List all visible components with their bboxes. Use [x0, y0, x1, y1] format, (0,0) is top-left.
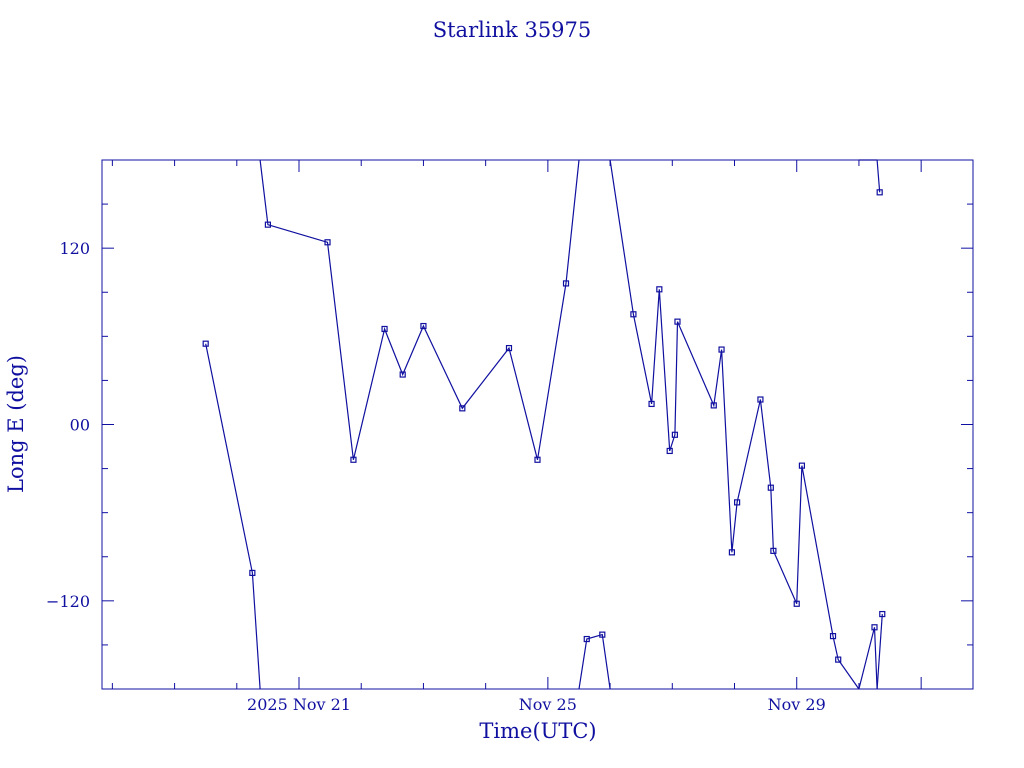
data-point — [876, 189, 883, 196]
y-tick-label: 120 — [59, 239, 90, 258]
data-point — [562, 280, 570, 287]
series-line — [259, 159, 580, 460]
series-line — [578, 633, 611, 690]
data-point — [770, 547, 777, 554]
axis-ticks — [102, 160, 973, 689]
series-line — [609, 159, 860, 690]
data-point — [718, 346, 725, 353]
data-point — [350, 456, 357, 463]
x-axis-label: Time(UTC) — [479, 719, 596, 743]
data-point — [459, 405, 466, 412]
data-point — [420, 322, 427, 330]
data-point — [767, 484, 774, 491]
y-tick-label: 00 — [70, 416, 90, 435]
marker-layer — [202, 189, 886, 663]
chart-title: Starlink 35975 — [433, 18, 592, 42]
series-line — [858, 627, 878, 690]
data-point — [757, 396, 764, 403]
data-point — [871, 624, 878, 631]
data-point — [666, 447, 673, 455]
data-point — [674, 318, 681, 325]
data-point — [671, 431, 678, 438]
data-point — [879, 610, 886, 618]
x-tick-label: Nov 25 — [519, 695, 577, 714]
data-point — [599, 631, 606, 638]
data-point — [264, 221, 272, 228]
data-point — [829, 632, 837, 640]
x-tick-label: 2025 Nov 21 — [247, 695, 351, 714]
data-point — [505, 344, 513, 352]
data-point — [630, 311, 637, 318]
data-point — [728, 549, 736, 556]
data-point — [202, 340, 209, 347]
x-tick-label: Nov 29 — [768, 695, 826, 714]
data-point — [798, 462, 806, 469]
series-line — [876, 159, 881, 193]
plot-frame — [101, 159, 974, 690]
data-point — [381, 325, 388, 333]
series-layer — [205, 159, 883, 690]
data-point — [249, 569, 256, 577]
data-point — [324, 239, 331, 246]
data-point — [656, 286, 663, 293]
data-point — [648, 400, 655, 408]
data-point — [534, 456, 541, 463]
axis-tick-labels: 2025 Nov 21 Nov 25 Nov 29 120 00 −120 — [46, 239, 826, 714]
data-point — [583, 635, 590, 643]
data-point — [399, 371, 406, 378]
data-point — [835, 656, 842, 663]
series-line — [876, 614, 883, 690]
series-line — [205, 343, 261, 690]
data-point — [734, 499, 741, 506]
data-point — [710, 402, 717, 409]
y-tick-label: −120 — [46, 592, 90, 611]
data-point — [793, 600, 800, 607]
y-axis-label: Long E (deg) — [4, 355, 28, 493]
